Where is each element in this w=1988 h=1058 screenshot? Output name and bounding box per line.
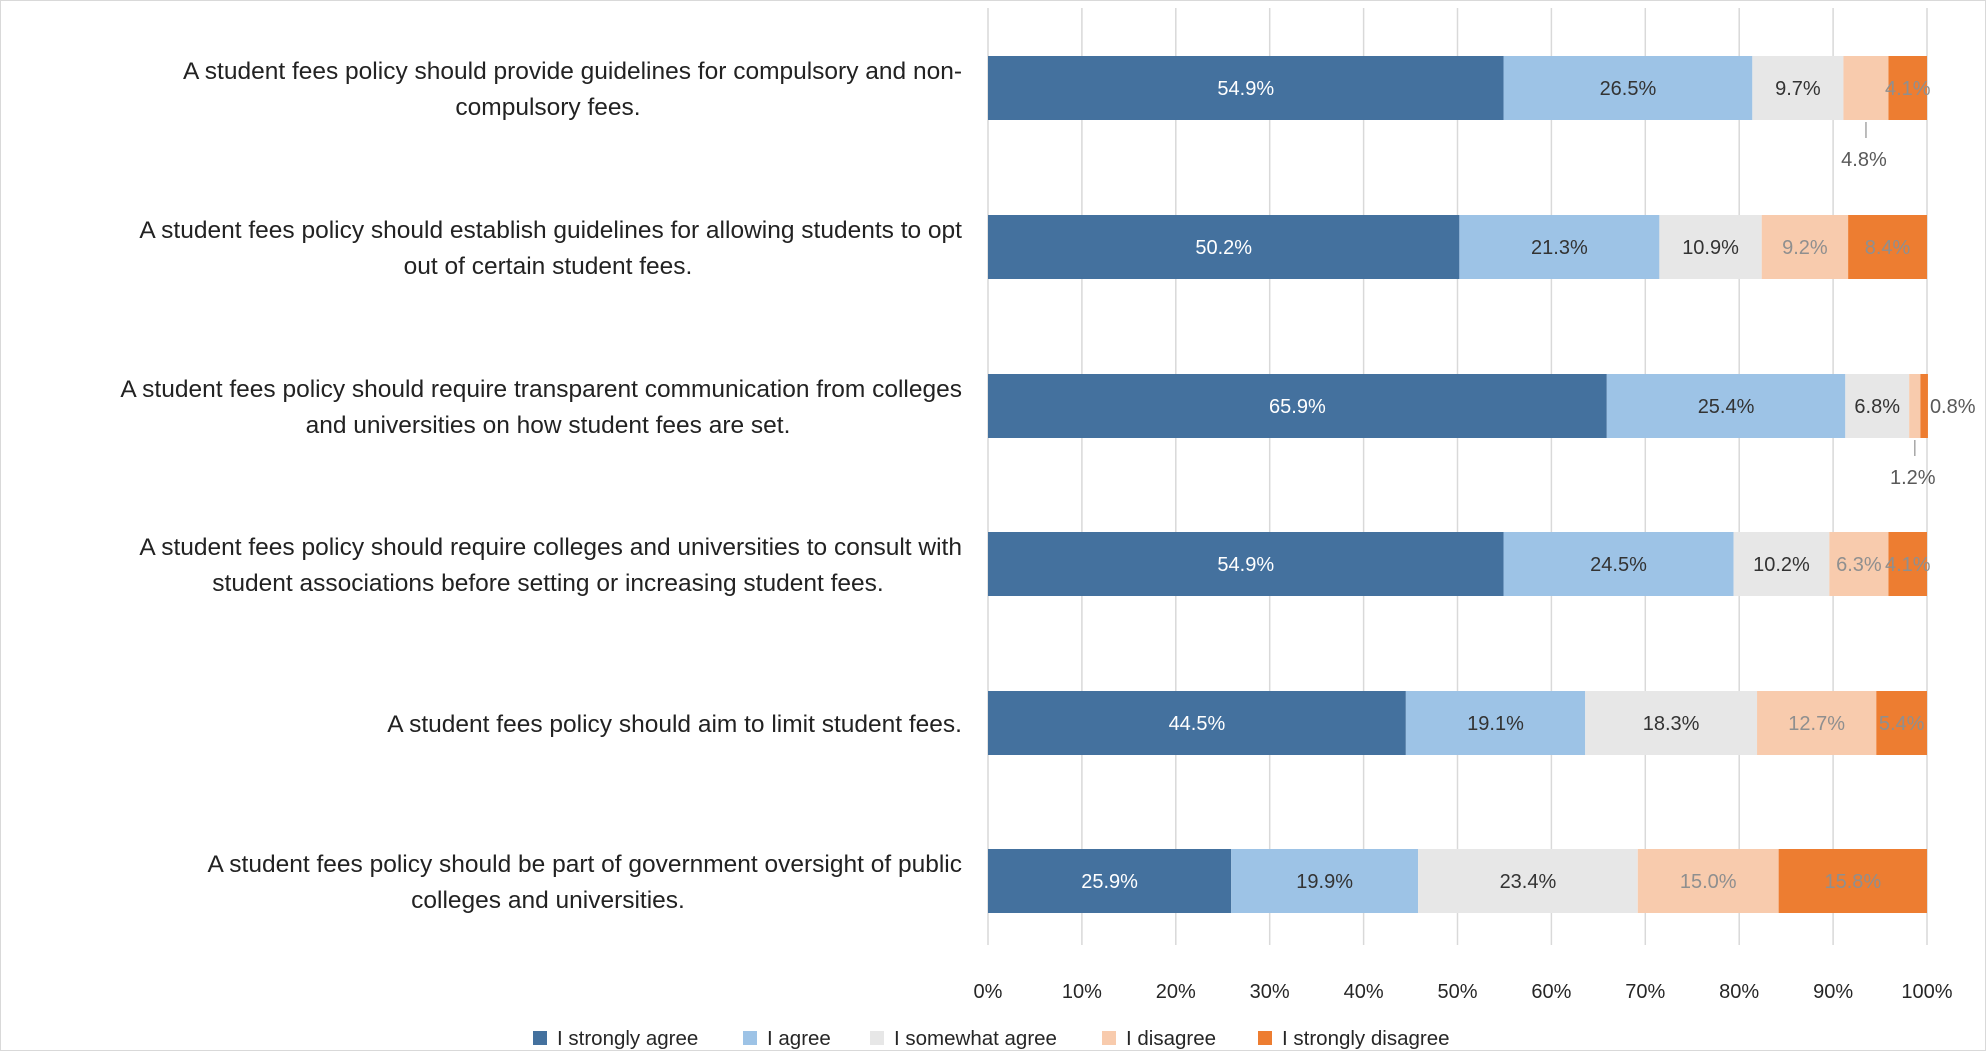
bar-segment xyxy=(1459,215,1660,279)
category-label: colleges and universities. xyxy=(411,887,685,914)
bar-segment xyxy=(1920,374,1928,438)
x-tick-label: 10% xyxy=(1062,981,1102,1003)
bar-segment xyxy=(1888,56,1927,120)
bar-segment xyxy=(1418,849,1638,913)
x-tick-label: 70% xyxy=(1625,981,1665,1003)
x-tick-label: 20% xyxy=(1156,981,1196,1003)
x-tick-label: 90% xyxy=(1813,981,1853,1003)
data-label: 50.2% xyxy=(1195,237,1252,259)
bar-segment xyxy=(1585,691,1758,755)
category-label: A student fees policy should require tra… xyxy=(120,376,962,403)
data-label: 10.9% xyxy=(1682,237,1739,259)
bar-segment xyxy=(988,56,1504,120)
data-label: 4.1% xyxy=(1885,554,1931,576)
bar-segment xyxy=(1843,56,1889,120)
data-label: 5.4% xyxy=(1879,713,1925,735)
bar-segment xyxy=(988,215,1460,279)
data-label: 4.1% xyxy=(1885,78,1931,100)
category-label: and universities on how student fees are… xyxy=(306,412,791,439)
bar-segment xyxy=(1757,691,1877,755)
x-tick-label: 0% xyxy=(974,981,1003,1003)
data-label: 4.8% xyxy=(1841,149,1887,171)
bar-segment xyxy=(1909,374,1921,438)
data-label: 54.9% xyxy=(1217,78,1274,100)
legend-swatch xyxy=(1258,1031,1272,1045)
bar-segment xyxy=(1845,374,1910,438)
data-label: 21.3% xyxy=(1531,237,1588,259)
legend-swatch xyxy=(533,1031,547,1045)
bar-segment xyxy=(1829,532,1889,596)
category-label: A student fees policy should require col… xyxy=(139,534,962,561)
bar-segment xyxy=(988,374,1607,438)
bar-segment xyxy=(1659,215,1762,279)
data-label: 25.4% xyxy=(1698,396,1755,418)
data-label: 6.3% xyxy=(1836,554,1882,576)
bar-segment xyxy=(1848,215,1927,279)
x-tick-label: 50% xyxy=(1437,981,1477,1003)
data-label: 15.8% xyxy=(1824,871,1881,893)
data-label: 15.0% xyxy=(1680,871,1737,893)
bar-segment xyxy=(1761,215,1849,279)
bar-segment xyxy=(988,691,1406,755)
bar-segment xyxy=(1606,374,1846,438)
x-tick-label: 30% xyxy=(1250,981,1290,1003)
bar-segment xyxy=(1876,691,1927,755)
data-label: 23.4% xyxy=(1500,871,1557,893)
bar-segment xyxy=(1503,56,1753,120)
data-label: 19.1% xyxy=(1467,713,1524,735)
bar-segment xyxy=(1778,849,1927,913)
data-label: 9.2% xyxy=(1782,237,1828,259)
x-tick-label: 80% xyxy=(1719,981,1759,1003)
bar-segment xyxy=(1637,849,1779,913)
legend-label: I disagree xyxy=(1126,1027,1216,1050)
data-label: 54.9% xyxy=(1217,554,1274,576)
x-tick-label: 100% xyxy=(1901,981,1952,1003)
data-label: 24.5% xyxy=(1590,554,1647,576)
category-label: A student fees policy should aim to limi… xyxy=(387,711,962,738)
data-label: 44.5% xyxy=(1169,713,1226,735)
legend-swatch xyxy=(1102,1031,1116,1045)
bar-segment xyxy=(1888,532,1927,596)
category-label: A student fees policy should establish g… xyxy=(139,217,962,244)
bar-segment xyxy=(1231,849,1419,913)
data-label: 25.9% xyxy=(1081,871,1138,893)
x-tick-label: 60% xyxy=(1531,981,1571,1003)
data-label: 9.7% xyxy=(1775,78,1821,100)
bar-segment xyxy=(1733,532,1830,596)
data-label: 6.8% xyxy=(1854,396,1900,418)
data-label: 1.2% xyxy=(1890,467,1936,489)
bar-segment xyxy=(1405,691,1586,755)
category-label: student associations before setting or i… xyxy=(212,570,883,597)
category-label: out of certain student fees. xyxy=(404,253,693,280)
data-label: 65.9% xyxy=(1269,396,1326,418)
legend-swatch xyxy=(870,1031,884,1045)
legend-label: I somewhat agree xyxy=(894,1027,1057,1050)
bar-segment xyxy=(988,532,1504,596)
legend-label: I strongly disagree xyxy=(1282,1027,1450,1050)
data-label: 26.5% xyxy=(1600,78,1657,100)
bar-segment xyxy=(1503,532,1734,596)
bar-segment xyxy=(988,849,1232,913)
data-label: 8.4% xyxy=(1865,237,1911,259)
x-tick-label: 40% xyxy=(1344,981,1384,1003)
data-label: 12.7% xyxy=(1788,713,1845,735)
legend-swatch xyxy=(743,1031,757,1045)
legend-label: I strongly agree xyxy=(557,1027,698,1050)
category-label: A student fees policy should be part of … xyxy=(207,851,962,878)
data-label: 18.3% xyxy=(1643,713,1700,735)
legend-label: I agree xyxy=(767,1027,831,1050)
category-label: compulsory fees. xyxy=(455,94,640,121)
bar-segment xyxy=(1752,56,1844,120)
data-label: 10.2% xyxy=(1753,554,1810,576)
data-label: 19.9% xyxy=(1296,871,1353,893)
data-label: 0.8% xyxy=(1930,396,1976,418)
category-label: A student fees policy should provide gui… xyxy=(183,58,962,85)
